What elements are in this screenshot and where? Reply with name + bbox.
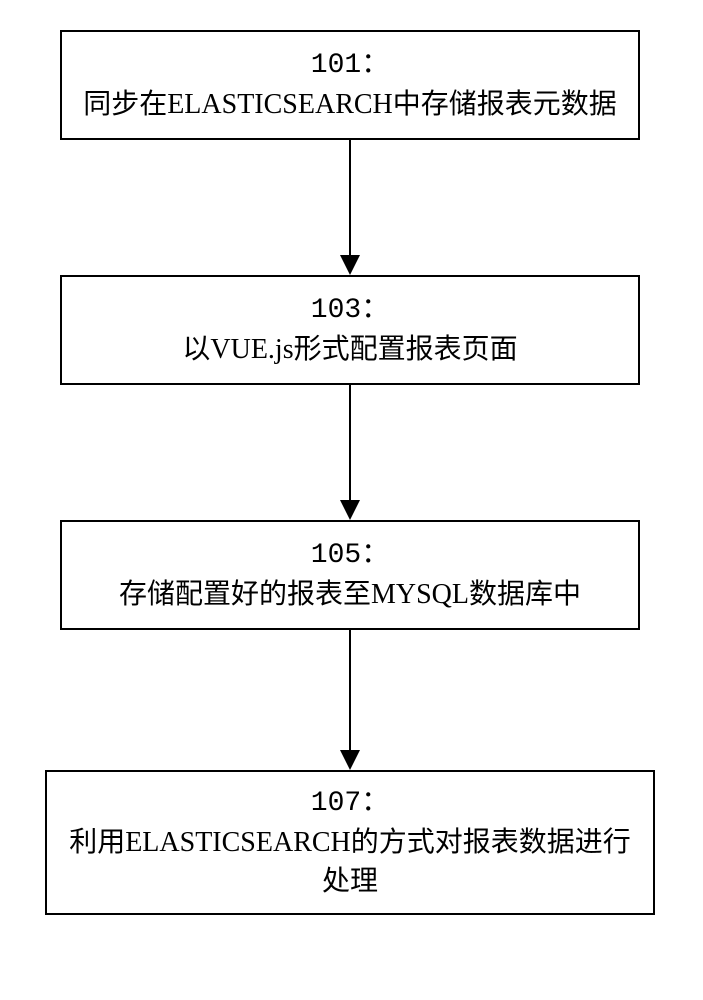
flow-node-107: 107： 利用ELASTICSEARCH的方式对报表数据进行处理 [45, 770, 655, 915]
flowchart-container: 101： 同步在ELASTICSEARCH中存储报表元数据 103： 以VUE.… [0, 0, 703, 1000]
flow-node-text: 利用ELASTICSEARCH的方式对报表数据进行处理 [59, 823, 641, 901]
flow-node-id: 107： [311, 784, 389, 823]
